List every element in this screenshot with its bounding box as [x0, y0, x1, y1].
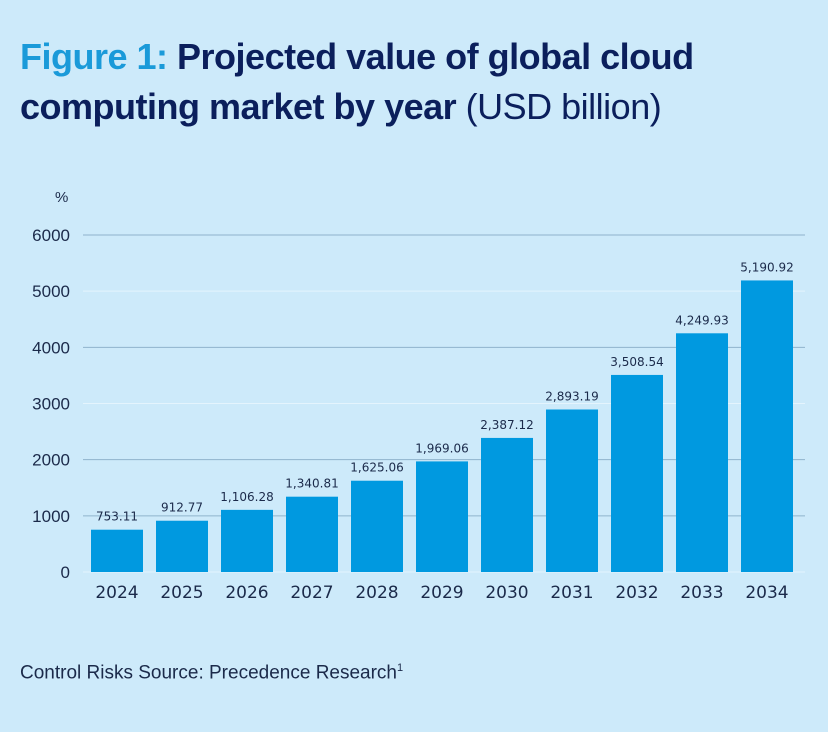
title-main: Projected value of global cloud computin… — [20, 36, 694, 127]
x-tick-label: 2030 — [485, 583, 528, 603]
title-unit: (USD billion) — [465, 86, 662, 127]
data-label: 1,969.06 — [415, 441, 468, 455]
bar — [416, 461, 468, 572]
bar — [91, 529, 143, 572]
chart-title: Figure 1: Projected value of global clou… — [20, 32, 820, 132]
data-label: 4,249.93 — [675, 313, 728, 327]
x-tick-label: 2024 — [95, 583, 138, 603]
data-label: 1,106.28 — [220, 490, 273, 504]
bar — [156, 520, 208, 572]
data-label: 1,340.81 — [285, 477, 338, 491]
source-footnote: 1 — [397, 662, 404, 674]
bar — [221, 509, 273, 572]
x-tick-label: 2033 — [680, 583, 723, 603]
x-tick-label: 2027 — [290, 583, 333, 603]
bar — [481, 437, 533, 572]
title-prefix: Figure 1: — [20, 36, 168, 77]
x-tick-label: 2028 — [355, 583, 398, 603]
x-tick-label: 2025 — [160, 583, 203, 603]
source-text: Control Risks Source: Precedence Researc… — [20, 662, 398, 684]
y-tick-label: 2000 — [32, 451, 70, 470]
data-label: 2,893.19 — [545, 389, 598, 403]
y-tick-label: 6000 — [32, 226, 70, 245]
y-tick-label: 1000 — [32, 507, 70, 526]
data-label: 912.77 — [161, 501, 203, 515]
y-tick-label: 3000 — [32, 395, 70, 414]
y-tick-label: 0 — [61, 563, 70, 582]
data-label: 753.11 — [96, 510, 138, 524]
bar — [546, 409, 598, 572]
bar — [351, 480, 403, 572]
data-label: 1,625.06 — [350, 461, 403, 475]
bar — [676, 333, 728, 572]
y-tick-label: 4000 — [32, 338, 70, 357]
x-tick-label: 2026 — [225, 583, 268, 603]
bar — [741, 280, 793, 572]
x-tick-label: 2029 — [420, 583, 463, 603]
bar — [286, 496, 338, 572]
x-tick-label: 2032 — [615, 583, 658, 603]
x-tick-label: 2034 — [745, 583, 788, 603]
data-label: 3,508.54 — [610, 355, 663, 369]
y-axis-label: % — [55, 189, 68, 206]
x-tick-label: 2031 — [550, 583, 593, 603]
data-label: 2,387.12 — [480, 418, 533, 432]
bar — [611, 374, 663, 572]
data-label: 5,190.92 — [740, 260, 793, 274]
y-tick-label: 5000 — [32, 282, 70, 301]
source-note: Control Risks Source: Precedence Researc… — [20, 662, 403, 684]
